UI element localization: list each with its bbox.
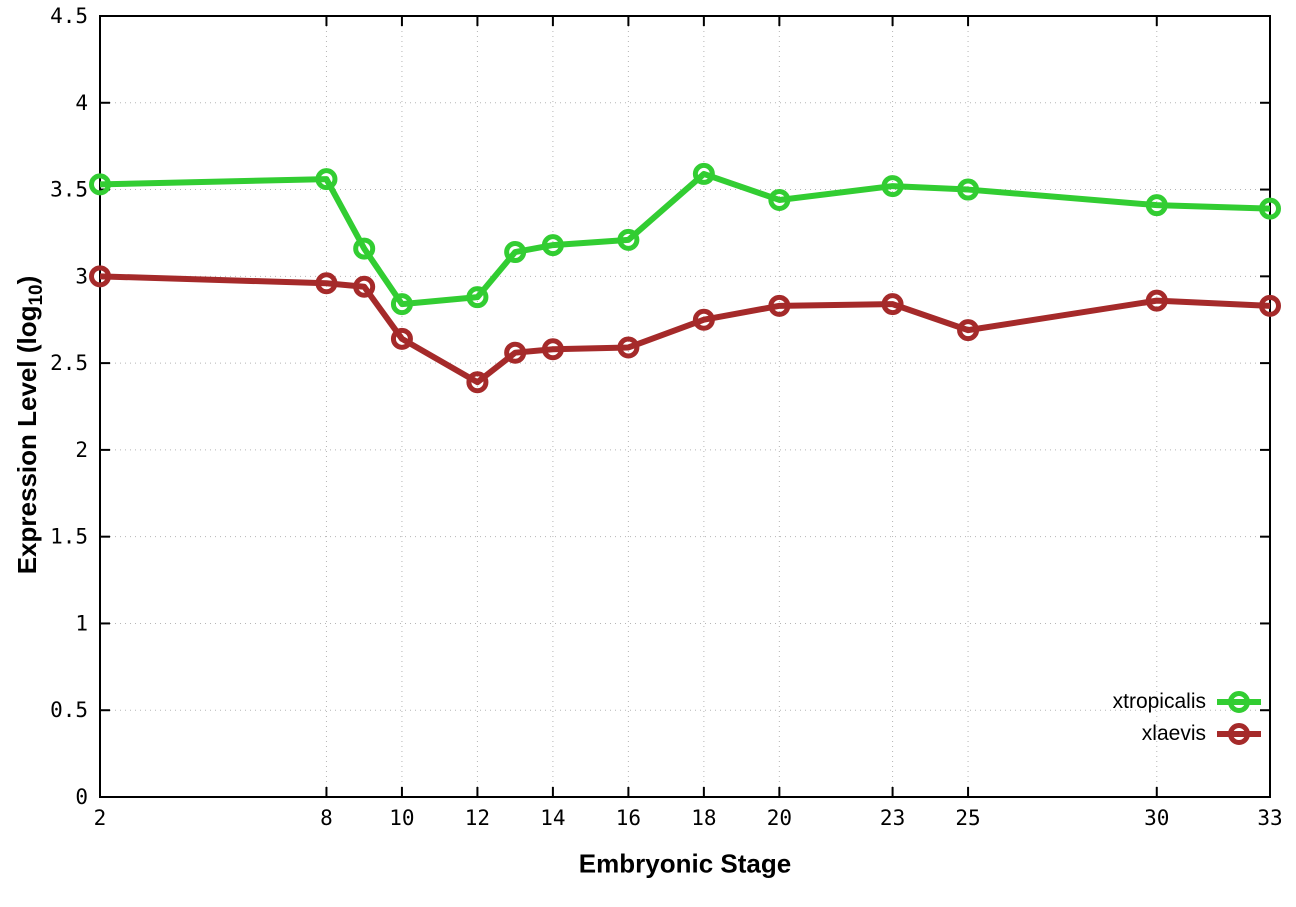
y-tick-label: 0.5 (50, 698, 88, 722)
data-point-marker (466, 371, 489, 394)
data-point-marker (390, 327, 413, 350)
data-point-marker (315, 168, 338, 191)
x-tick-label: 25 (955, 806, 980, 830)
data-point-marker (353, 275, 376, 298)
data-point-marker (1145, 289, 1168, 312)
data-point-marker (541, 234, 564, 257)
data-point-marker (957, 319, 980, 342)
legend-label-xtropicalis: xtropicalis (1112, 690, 1206, 713)
x-tick-label: 30 (1144, 806, 1169, 830)
data-point-marker (881, 175, 904, 198)
data-point-marker (390, 293, 413, 316)
x-tick-label: 14 (540, 806, 565, 830)
y-tick-label: 3 (75, 264, 88, 288)
data-point-marker (1259, 197, 1281, 220)
x-tick-label: 8 (320, 806, 333, 830)
x-tick-label: 12 (465, 806, 490, 830)
x-tick-label: 16 (616, 806, 641, 830)
y-tick-label: 2 (75, 438, 88, 462)
data-point-marker (692, 162, 715, 185)
data-point-marker (504, 241, 527, 264)
x-tick-label: 18 (691, 806, 716, 830)
legend-item-xtropicalis: xtropicalis (1113, 686, 1262, 718)
plot-border (99, 15, 1271, 798)
data-point-marker (881, 293, 904, 316)
legend-circle-marker (1228, 691, 1250, 713)
y-tick-labels: 0 0.5 1 1.5 2 2.5 3 3.5 4 4.5 (50, 4, 88, 809)
y-axis-label-close: ) (11, 275, 42, 285)
data-point-marker (466, 286, 489, 309)
series-xlaevis (89, 265, 1281, 394)
y-tick-label: 4.5 (50, 4, 88, 28)
legend-marker-xtropicalis (1217, 691, 1261, 713)
tick-marks (99, 15, 1271, 798)
series-xtropicalis (89, 162, 1281, 316)
data-point-marker (353, 237, 376, 260)
x-tick-label: 23 (880, 806, 905, 830)
y-axis-label: Expression Level (log10) (12, 276, 48, 575)
data-point-marker (541, 338, 564, 361)
legend: xtropicalis xlaevis (1113, 686, 1262, 750)
x-tick-labels: 2 8 10 12 14 16 18 20 23 25 30 33 (94, 806, 1283, 830)
y-tick-label: 3.5 (50, 178, 88, 202)
gridlines (99, 15, 1271, 798)
data-point-marker (617, 336, 640, 359)
data-point-marker (617, 228, 640, 251)
data-point-marker (768, 294, 791, 317)
series-line (99, 273, 1271, 386)
y-axis-label-subscript: 10 (26, 284, 48, 306)
y-axis-label-text: Expression Level (log (11, 305, 42, 575)
legend-circle-marker (1228, 723, 1250, 745)
x-tick-label: 10 (389, 806, 414, 830)
data-point-marker (692, 308, 715, 331)
legend-item-xlaevis: xlaevis (1142, 718, 1262, 750)
y-tick-label: 1.5 (50, 525, 88, 549)
y-tick-label: 4 (75, 91, 88, 115)
data-point-marker (315, 272, 338, 295)
x-tick-label: 33 (1257, 806, 1282, 830)
y-tick-label: 0 (75, 785, 88, 809)
x-tick-label: 20 (767, 806, 792, 830)
legend-label-xlaevis: xlaevis (1141, 722, 1206, 745)
y-tick-label: 2.5 (50, 351, 88, 375)
y-tick-label: 1 (75, 611, 88, 635)
data-point-marker (89, 173, 111, 196)
data-point-marker (1145, 194, 1168, 217)
series-line (99, 170, 1271, 308)
x-axis-label: Embryonic Stage (578, 848, 792, 879)
x-tick-label: 2 (94, 806, 107, 830)
data-point-marker (768, 188, 791, 211)
data-point-marker (1259, 294, 1281, 317)
data-point-marker (89, 265, 111, 288)
data-point-marker (957, 178, 980, 201)
data-point-marker (504, 341, 527, 364)
legend-marker-xlaevis (1217, 723, 1261, 745)
